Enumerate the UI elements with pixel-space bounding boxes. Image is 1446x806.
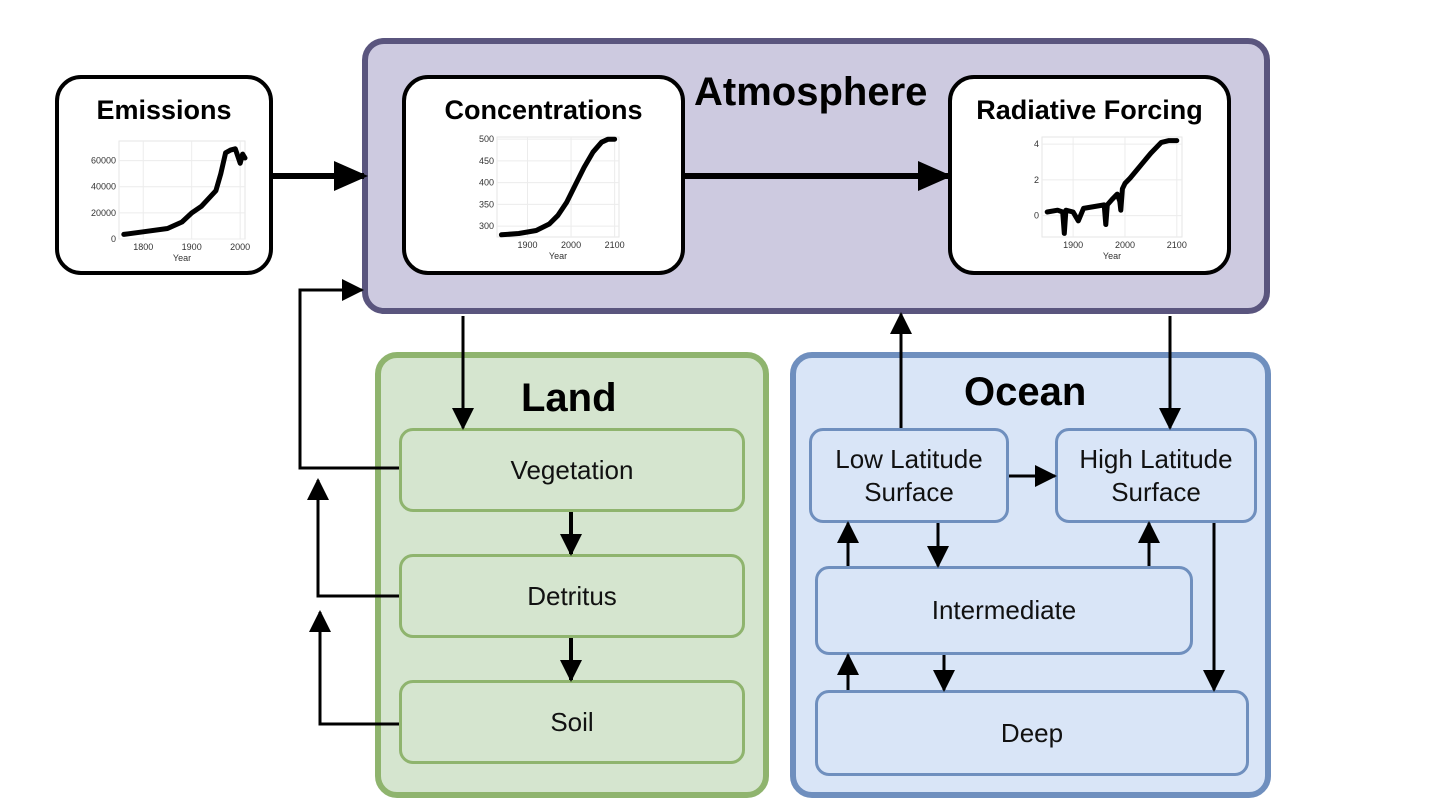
detritus-label: Detritus xyxy=(527,580,617,611)
deep-pool: Deep xyxy=(815,690,1249,776)
y-tick-label: 2 xyxy=(1034,175,1039,185)
atmosphere-title: Atmosphere xyxy=(694,70,928,114)
arrow-detritus-up xyxy=(307,478,399,598)
concentrations-title: Concentrations xyxy=(444,95,643,125)
y-tick-label: 4 xyxy=(1034,139,1039,149)
vegetation-label: Vegetation xyxy=(510,454,634,485)
detritus-pool: Detritus xyxy=(399,554,745,638)
low-latitude-surface-label: Low Latitude Surface xyxy=(835,444,983,507)
land-title: Land xyxy=(521,376,617,420)
low-latitude-surface-pool: Low Latitude Surface xyxy=(809,428,1009,523)
soil-label: Soil xyxy=(550,706,594,737)
x-axis-label: Year xyxy=(173,253,191,263)
y-tick-label: 500 xyxy=(479,134,494,144)
x-tick-label: 2000 xyxy=(1115,240,1135,250)
radiative-forcing-chart: 1900 2000 2100 0 2 4 Year xyxy=(1034,136,1187,261)
x-tick-label: 2000 xyxy=(230,242,250,252)
x-tick-label: 1900 xyxy=(182,242,202,252)
high-latitude-surface-pool: High Latitude Surface xyxy=(1055,428,1257,523)
series-line xyxy=(121,146,248,237)
emissions-title: Emissions xyxy=(96,95,232,125)
x-tick-label: 1900 xyxy=(517,240,537,250)
x-axis-label: Year xyxy=(549,251,567,261)
x-tick-label: 1800 xyxy=(133,242,153,252)
deep-label: Deep xyxy=(1000,717,1064,748)
x-axis-label: Year xyxy=(1103,251,1121,261)
series-line xyxy=(1044,138,1180,236)
y-tick-label: 0 xyxy=(1034,211,1039,221)
soil-pool: Soil xyxy=(399,680,745,764)
y-tick-label: 60000 xyxy=(91,156,116,166)
radiative-forcing-title: Radiative Forcing xyxy=(976,95,1203,125)
x-tick-label: 2000 xyxy=(561,240,581,250)
arrow-soil-up xyxy=(309,610,399,726)
concentrations-panel: Concentrations 1900 2000 2100 300 350 400 450 5… xyxy=(402,75,685,275)
emissions-panel: Emissions 1800 1900 2000 0 20000 40000 60000 Ye… xyxy=(55,75,273,275)
plot-area xyxy=(496,136,620,238)
x-tick-label: 2100 xyxy=(605,240,625,250)
high-latitude-surface-label: High Latitude Surface xyxy=(1079,444,1233,507)
series-line xyxy=(498,136,618,238)
y-tick-label: 450 xyxy=(479,156,494,166)
y-tick-label: 300 xyxy=(479,221,494,231)
y-tick-label: 40000 xyxy=(91,182,116,192)
intermediate-label: Intermediate xyxy=(931,595,1077,626)
vegetation-pool: Vegetation xyxy=(399,428,745,512)
x-tick-label: 1900 xyxy=(1063,240,1083,250)
y-tick-label: 20000 xyxy=(91,208,116,218)
arrow-vegetation-to-atmosphere xyxy=(298,279,399,470)
concentrations-chart: 1900 2000 2100 300 350 400 450 500 Year xyxy=(479,134,625,261)
y-tick-label: 0 xyxy=(111,234,116,244)
x-tick-label: 2100 xyxy=(1167,240,1187,250)
intermediate-pool: Intermediate xyxy=(815,566,1193,655)
y-tick-label: 400 xyxy=(479,178,494,188)
y-tick-label: 350 xyxy=(479,199,494,209)
radiative-forcing-panel: Radiative Forcing 1900 2000 2100 0 2 4 Year xyxy=(948,75,1231,275)
ocean-title: Ocean xyxy=(964,370,1087,414)
